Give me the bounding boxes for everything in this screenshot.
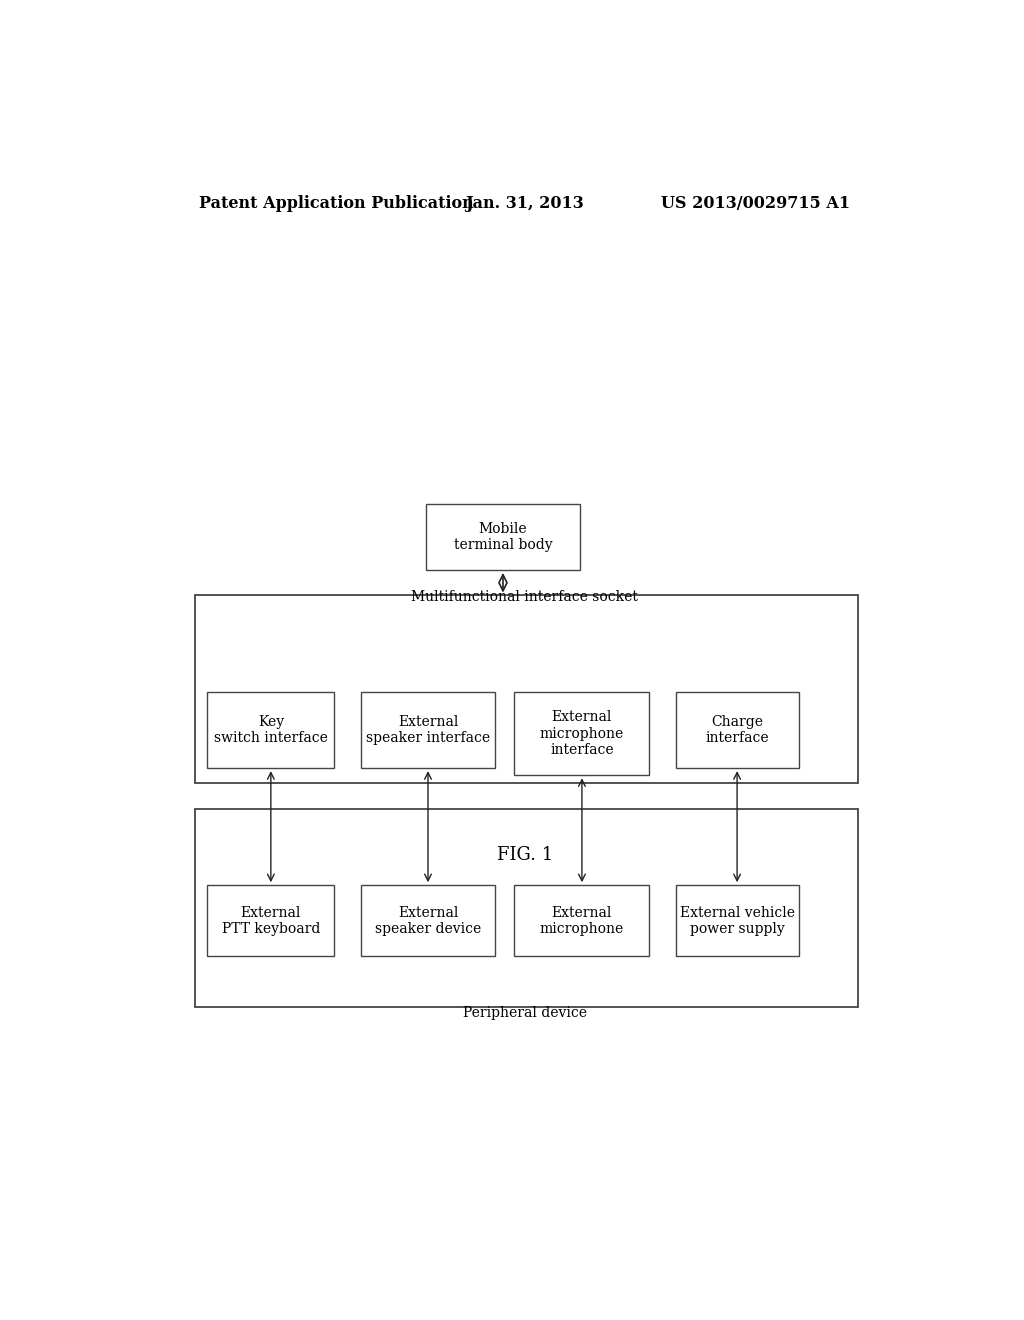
FancyBboxPatch shape bbox=[196, 809, 858, 1007]
Text: External vehicle
power supply: External vehicle power supply bbox=[680, 906, 795, 936]
FancyBboxPatch shape bbox=[196, 595, 858, 784]
FancyBboxPatch shape bbox=[360, 886, 496, 956]
Text: Jan. 31, 2013: Jan. 31, 2013 bbox=[466, 194, 584, 211]
FancyBboxPatch shape bbox=[360, 692, 496, 768]
FancyBboxPatch shape bbox=[207, 692, 334, 768]
Text: External
PTT keyboard: External PTT keyboard bbox=[221, 906, 321, 936]
Text: FIG. 1: FIG. 1 bbox=[497, 846, 553, 863]
Text: Charge
interface: Charge interface bbox=[706, 715, 769, 746]
FancyBboxPatch shape bbox=[514, 886, 649, 956]
Text: Multifunctional interface socket: Multifunctional interface socket bbox=[412, 590, 638, 603]
Text: Mobile
terminal body: Mobile terminal body bbox=[454, 521, 552, 552]
Text: Patent Application Publication: Patent Application Publication bbox=[200, 194, 474, 211]
FancyBboxPatch shape bbox=[676, 886, 799, 956]
Text: US 2013/0029715 A1: US 2013/0029715 A1 bbox=[662, 194, 850, 211]
Text: External
microphone: External microphone bbox=[540, 906, 624, 936]
Text: External
speaker interface: External speaker interface bbox=[366, 715, 490, 746]
FancyBboxPatch shape bbox=[676, 692, 799, 768]
FancyBboxPatch shape bbox=[207, 886, 334, 956]
Text: External
speaker device: External speaker device bbox=[375, 906, 481, 936]
FancyBboxPatch shape bbox=[514, 692, 649, 775]
Text: Peripheral device: Peripheral device bbox=[463, 1006, 587, 1020]
Text: External
microphone
interface: External microphone interface bbox=[540, 710, 624, 756]
FancyBboxPatch shape bbox=[426, 504, 581, 570]
Text: Key
switch interface: Key switch interface bbox=[214, 715, 328, 746]
